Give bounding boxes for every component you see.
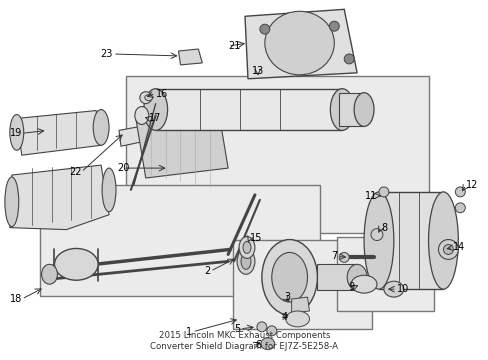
Polygon shape [178,49,202,65]
Ellipse shape [135,107,148,125]
Bar [317,264,356,290]
Ellipse shape [259,24,269,34]
Text: 2: 2 [203,266,210,276]
Bar [378,192,443,289]
Ellipse shape [353,93,373,126]
Ellipse shape [344,54,353,64]
Ellipse shape [54,248,98,280]
Ellipse shape [102,168,116,212]
Bar [40,185,320,296]
Ellipse shape [328,21,339,31]
Text: 20: 20 [117,163,129,173]
Ellipse shape [330,89,353,130]
Polygon shape [136,109,228,178]
Text: 21: 21 [228,41,240,51]
Text: 5: 5 [233,324,240,334]
Ellipse shape [350,275,376,293]
Ellipse shape [427,192,457,289]
Ellipse shape [364,192,393,289]
Ellipse shape [271,252,307,302]
Ellipse shape [454,203,464,213]
Ellipse shape [443,244,452,255]
Ellipse shape [144,95,152,100]
Text: 2015 Lincoln MKC Exhaust Components
Converter Shield Diagram for EJ7Z-5E258-A: 2015 Lincoln MKC Exhaust Components Conv… [150,331,338,351]
Bar [155,89,342,130]
Polygon shape [10,165,109,230]
Ellipse shape [339,252,348,262]
Bar [233,239,371,329]
Polygon shape [119,125,148,146]
Ellipse shape [237,248,254,274]
Polygon shape [17,111,101,155]
Text: 3: 3 [284,292,290,302]
Text: 15: 15 [249,233,262,243]
Ellipse shape [140,92,151,104]
Ellipse shape [143,89,167,130]
Ellipse shape [256,322,266,332]
Ellipse shape [264,11,334,75]
Text: 23: 23 [101,49,113,59]
Bar [126,76,427,233]
Text: 7: 7 [330,251,337,261]
Ellipse shape [241,253,250,269]
Ellipse shape [260,338,274,350]
Text: 12: 12 [466,180,478,190]
Text: 19: 19 [9,129,21,138]
Text: 10: 10 [396,284,408,294]
Bar [337,237,433,311]
Text: 8: 8 [380,222,386,233]
Ellipse shape [370,229,382,240]
Ellipse shape [438,239,457,260]
Text: 16: 16 [155,89,167,99]
Ellipse shape [5,177,19,227]
Ellipse shape [239,237,254,258]
Text: 17: 17 [148,113,161,123]
Ellipse shape [266,326,276,336]
Text: 11: 11 [364,191,376,201]
Polygon shape [291,297,309,313]
Ellipse shape [285,311,309,327]
Ellipse shape [378,187,388,197]
Ellipse shape [454,187,464,197]
Text: 22: 22 [69,167,81,177]
Polygon shape [244,9,356,79]
Text: 14: 14 [452,243,465,252]
Bar [339,93,364,126]
Text: 1: 1 [186,327,192,337]
Ellipse shape [41,264,57,284]
Text: 13: 13 [251,66,264,76]
Text: 4: 4 [281,312,287,322]
Ellipse shape [10,114,24,150]
Text: 9: 9 [347,282,353,292]
Text: 18: 18 [9,294,21,304]
Ellipse shape [243,242,250,253]
Ellipse shape [93,109,109,145]
Text: 6: 6 [254,340,261,350]
Ellipse shape [383,281,403,297]
Ellipse shape [262,239,317,315]
Ellipse shape [346,264,366,290]
